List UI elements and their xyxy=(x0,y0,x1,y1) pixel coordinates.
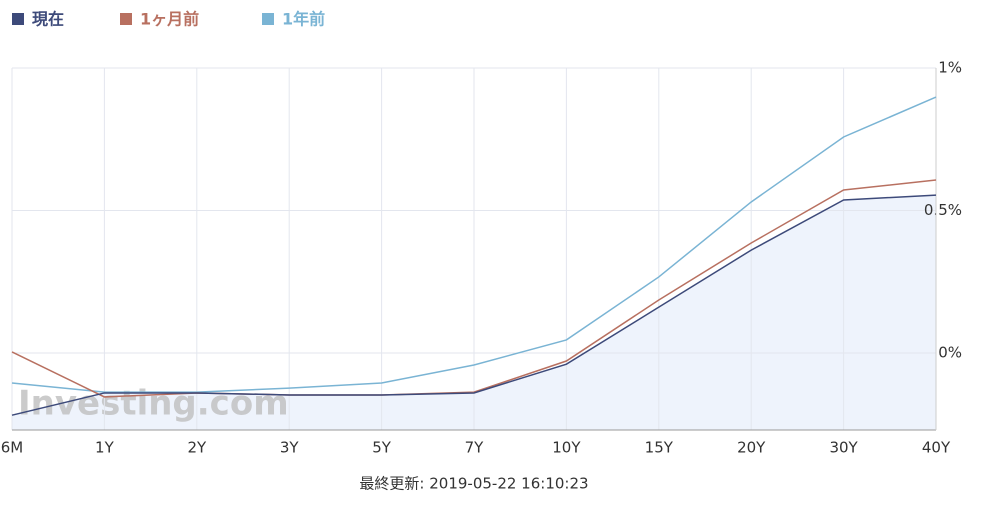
series-line xyxy=(11,194,937,416)
footer: 最終更新: 2019-05-22 16:10:23 xyxy=(359,475,588,493)
x-tick-label: 5Y xyxy=(372,439,392,457)
x-tick-label: 2Y xyxy=(187,439,207,457)
y-tick-label: 1% xyxy=(938,59,962,77)
x-tick-label: 20Y xyxy=(737,439,766,457)
x-tick-label: 15Y xyxy=(645,439,674,457)
x-tick-label: 40Y xyxy=(922,439,951,457)
x-tick-label: 30Y xyxy=(829,439,858,457)
x-tick-label: 7Y xyxy=(465,439,485,457)
series-line xyxy=(11,179,937,398)
area xyxy=(12,195,936,430)
x-tick-label: 3Y xyxy=(280,439,300,457)
y-tick-label: 0.5% xyxy=(924,201,962,219)
legend-label: 現在 xyxy=(32,10,64,29)
x-tick-label: 6M xyxy=(1,439,24,457)
legend-item: 1年前 xyxy=(262,10,325,29)
legend-label: 1ヶ月前 xyxy=(140,10,199,29)
x-tick-label: 1Y xyxy=(95,439,115,457)
legend-swatch xyxy=(120,13,132,25)
legend-label: 1年前 xyxy=(282,10,325,29)
legend-swatch xyxy=(262,13,274,25)
legend-swatch xyxy=(12,13,24,25)
legend-item: 1ヶ月前 xyxy=(120,10,199,29)
x-tick-label: 10Y xyxy=(552,439,581,457)
series-line xyxy=(11,96,937,393)
y-tick-label: 0% xyxy=(938,344,962,362)
legend-item: 現在 xyxy=(12,10,64,29)
